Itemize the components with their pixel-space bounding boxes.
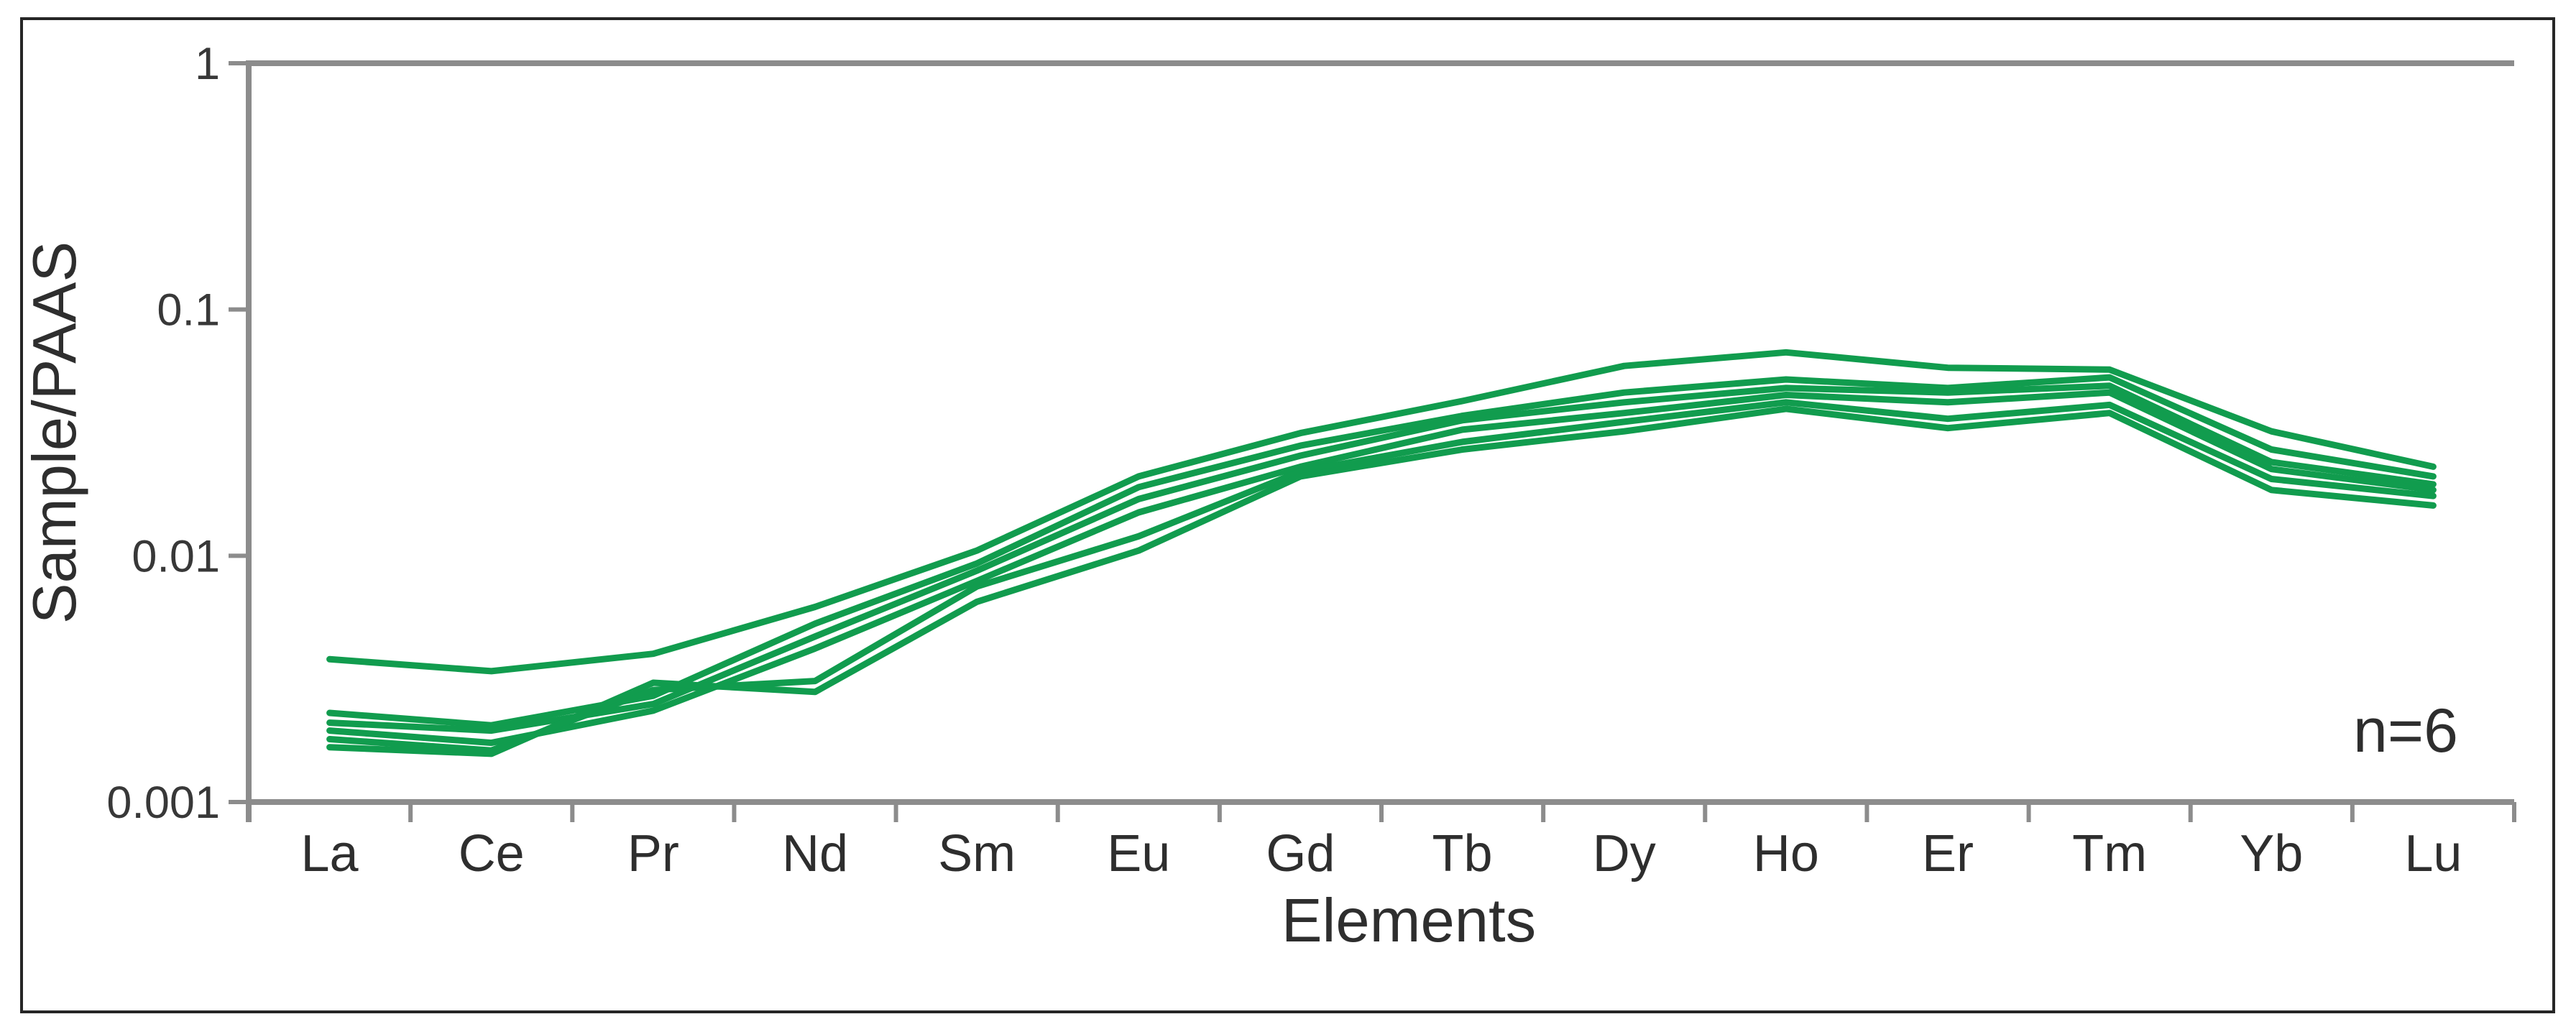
x-category-label-gd: Gd — [1266, 825, 1335, 883]
x-category-label-sm: Sm — [938, 825, 1016, 883]
x-category-label-er: Er — [1922, 825, 1974, 883]
x-axis-category-labels: La Ce Pr Nd Sm Eu Gd Tb Dy Ho Er Tm Yb Lu — [301, 825, 2462, 883]
figure-border — [20, 17, 2555, 1013]
y-axis-ticks — [229, 61, 249, 804]
y-axis-title: Sample/PAAS — [21, 241, 89, 624]
x-category-label-tm: Tm — [2072, 825, 2147, 883]
x-category-label-lu: Lu — [2404, 825, 2462, 883]
x-category-label-eu: Eu — [1107, 825, 1170, 883]
x-category-label-ho: Ho — [1753, 825, 1819, 883]
sample-count-annotation: n=6 — [2353, 696, 2458, 765]
y-tick-label: 0.001 — [106, 778, 220, 828]
x-category-label-la: La — [301, 825, 359, 883]
series-line-4 — [326, 389, 2437, 747]
y-tick-label: 1 — [195, 39, 220, 89]
x-category-label-ce: Ce — [459, 825, 525, 883]
y-tick-label: 0.1 — [157, 285, 220, 336]
x-category-label-yb: Yb — [2240, 825, 2303, 883]
series-line-3 — [326, 382, 2437, 734]
x-axis-ticks — [247, 802, 2516, 822]
series-lines — [326, 349, 2437, 757]
x-category-label-nd: Nd — [782, 825, 848, 883]
series-line-6 — [326, 405, 2437, 757]
x-category-label-pr: Pr — [627, 825, 679, 883]
x-category-label-tb: Tb — [1432, 825, 1493, 883]
x-axis-title: Elements — [1282, 887, 1536, 955]
series-line-5 — [326, 399, 2437, 754]
y-axis-tick-labels: 1 0.1 0.01 0.001 — [106, 39, 220, 828]
series-line-1 — [326, 349, 2437, 675]
y-tick-label: 0.01 — [132, 531, 220, 581]
x-category-label-dy: Dy — [1593, 825, 1656, 883]
series-line-2 — [326, 374, 2437, 729]
